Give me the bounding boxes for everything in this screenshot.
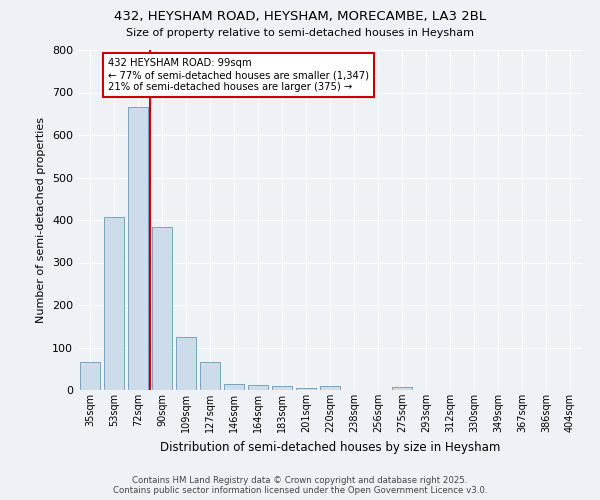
Bar [104,216,124,390]
Text: 432, HEYSHAM ROAD, HEYSHAM, MORECAMBE, LA3 2BL: 432, HEYSHAM ROAD, HEYSHAM, MORECAMBE, L… [114,10,486,23]
Bar [248,385,268,390]
Y-axis label: Number of semi-detached properties: Number of semi-detached properties [37,117,46,323]
Text: 432 HEYSHAM ROAD: 99sqm
← 77% of semi-detached houses are smaller (1,347)
21% of: 432 HEYSHAM ROAD: 99sqm ← 77% of semi-de… [108,58,369,92]
Text: Size of property relative to semi-detached houses in Heysham: Size of property relative to semi-detach… [126,28,474,38]
Bar [320,386,340,390]
Bar [128,108,148,390]
Bar [176,337,196,390]
Bar [152,227,172,390]
Bar [272,386,292,390]
Bar [200,362,220,390]
Bar [296,388,316,390]
Bar [224,384,244,390]
X-axis label: Distribution of semi-detached houses by size in Heysham: Distribution of semi-detached houses by … [160,440,500,454]
Bar [392,388,412,390]
Bar [80,362,100,390]
Text: Contains HM Land Registry data © Crown copyright and database right 2025.
Contai: Contains HM Land Registry data © Crown c… [113,476,487,495]
